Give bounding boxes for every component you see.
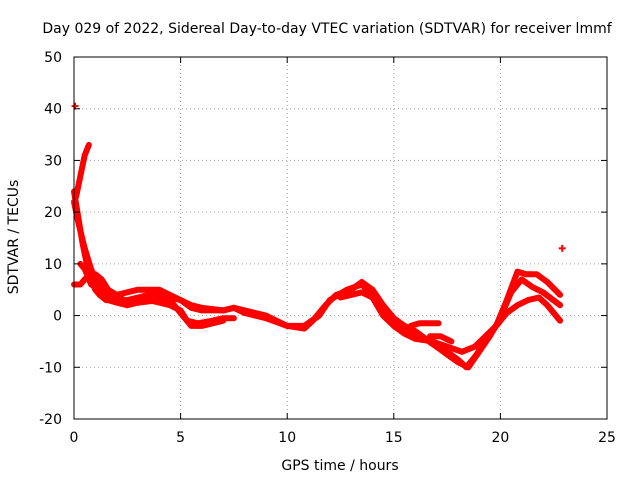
y-tick-label: 40 [44,102,62,118]
series-group [71,102,566,371]
x-tick-label: 25 [598,430,616,446]
series-track-8 [427,333,455,345]
series-track-3 [73,141,92,200]
x-tick-label: 20 [491,430,509,446]
y-tick-label: -10 [39,360,62,376]
x-tick-label: 15 [385,430,403,446]
chart-title: Day 029 of 2022, Sidereal Day-to-day VTE… [42,21,612,37]
x-tick-label: 0 [70,430,79,446]
grid [74,57,607,419]
series-track-6 [337,289,564,355]
x-axis-label: GPS time / hours [281,458,398,474]
tick-labels: 0 5 10 15 20 25 -20 -10 0 10 20 30 40 50 [39,50,616,446]
series-track-5 [77,260,227,329]
y-tick-label: 50 [44,50,62,66]
x-tick-label: 10 [278,430,296,446]
series-track-7 [407,320,442,329]
y-tick-label: 20 [44,205,62,221]
y-tick-label: 0 [53,309,62,325]
plot-frame [73,56,608,420]
series-track-2 [71,198,564,371]
y-axis-label: SDTVAR / TECUs [6,180,22,295]
y-tick-label: -20 [39,412,62,428]
y-tick-label: 30 [44,153,62,169]
outlier-marker [558,244,566,252]
y-tick-label: 10 [44,257,62,273]
x-tick-label: 5 [176,430,185,446]
